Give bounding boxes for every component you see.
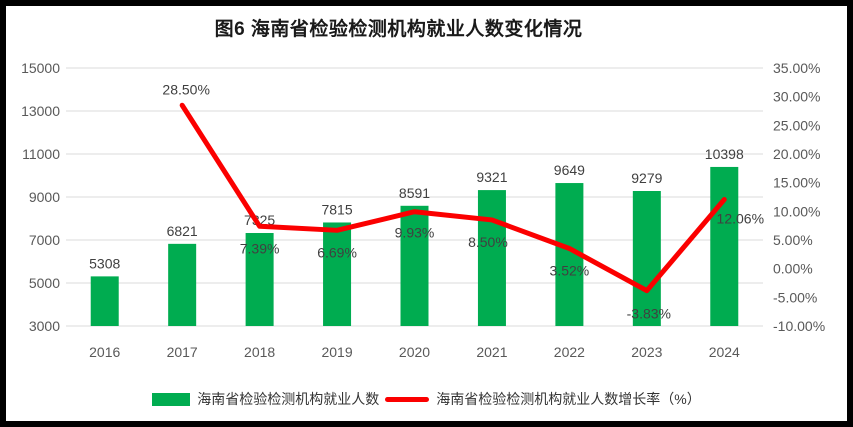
right-axis-tick-label: 10.00% xyxy=(773,203,820,219)
bar xyxy=(90,276,119,326)
right-axis-tick-label: -10.00% xyxy=(773,318,825,334)
chart-legend: 海南省检验检测机构就业人数 海南省检验检测机构就业人数增长率（%） xyxy=(6,389,847,409)
bar xyxy=(632,191,661,326)
left-axis-tick-label: 7000 xyxy=(29,232,60,248)
line-point-label: 28.50% xyxy=(162,81,209,97)
right-axis-tick-label: 25.00% xyxy=(773,117,820,133)
left-axis-tick-label: 9000 xyxy=(29,189,60,205)
line-point-label: -3.83% xyxy=(627,306,671,322)
line-point-label: 9.93% xyxy=(395,225,435,241)
bar-value-label: 8591 xyxy=(399,185,430,201)
chart-plot-area: 3000 5000 7000 9000 11000 13000 15000 -10.00% -5… xyxy=(21,60,825,360)
right-axis-tick-label: 35.00% xyxy=(773,60,820,76)
x-axis-category-label: 2020 xyxy=(399,344,430,360)
left-axis-tick-label: 15000 xyxy=(21,60,60,76)
left-axis-tick-label: 11000 xyxy=(22,146,60,162)
left-axis-tick-label: 5000 xyxy=(29,275,60,291)
legend-item-employment: 海南省检验检测机构就业人数 xyxy=(152,389,379,409)
legend-label-growth-rate: 海南省检验检测机构就业人数增长率（%） xyxy=(436,391,701,407)
x-axis-category-label: 2017 xyxy=(167,344,198,360)
bar xyxy=(477,190,506,326)
x-axis-category-label: 2021 xyxy=(476,344,507,360)
right-axis-tick-label: 30.00% xyxy=(773,89,820,105)
bar-value-label: 6821 xyxy=(167,223,198,239)
chart-title: 图6 海南省检验检测机构就业人数变化情况 xyxy=(214,19,583,40)
line-point-label: 6.69% xyxy=(317,244,357,260)
growth-rate-line xyxy=(179,102,727,294)
x-axis-category-label: 2019 xyxy=(321,344,352,360)
x-axis-category-label: 2024 xyxy=(709,344,740,360)
line-point-label: 8.50% xyxy=(468,234,508,250)
x-axis-category-label: 2022 xyxy=(554,344,585,360)
x-axis-category-label: 2018 xyxy=(244,344,275,360)
bar-value-label: 9321 xyxy=(476,169,507,185)
bar-value-label: 9649 xyxy=(554,162,585,178)
right-axis-tick-label: -5.00% xyxy=(773,289,817,305)
bar xyxy=(323,222,352,326)
line-point-label: 7.39% xyxy=(240,240,280,256)
bar xyxy=(168,243,197,326)
bar xyxy=(710,166,739,326)
bar-value-label: 7815 xyxy=(321,201,352,217)
bar-value-label: 10398 xyxy=(705,146,744,162)
x-axis-category-label: 2016 xyxy=(89,344,120,360)
left-axis-tick-label: 13000 xyxy=(21,103,60,119)
legend-item-growth-rate: 海南省检验检测机构就业人数增长率（%） xyxy=(385,389,701,409)
right-axis-tick-label: 15.00% xyxy=(773,175,820,191)
legend-label-employment: 海南省检验检测机构就业人数 xyxy=(197,391,380,407)
line-point-label: 12.06% xyxy=(717,211,764,227)
right-axis-tick-label: 0.00% xyxy=(773,261,813,277)
x-axis-category-label: 2023 xyxy=(631,344,662,360)
left-axis-tick-label: 3000 xyxy=(29,318,60,334)
bar-value-label: 5308 xyxy=(89,255,120,271)
bar xyxy=(245,233,274,326)
bar xyxy=(400,205,429,326)
right-axis-tick-label: 5.00% xyxy=(773,232,813,248)
bar-series-swatch-icon xyxy=(152,392,191,406)
right-axis-tick-label: 20.00% xyxy=(773,146,820,162)
bar-value-label: 9279 xyxy=(631,170,662,186)
line-series-swatch-icon xyxy=(385,396,430,402)
line-point-label: 3.52% xyxy=(550,262,590,278)
